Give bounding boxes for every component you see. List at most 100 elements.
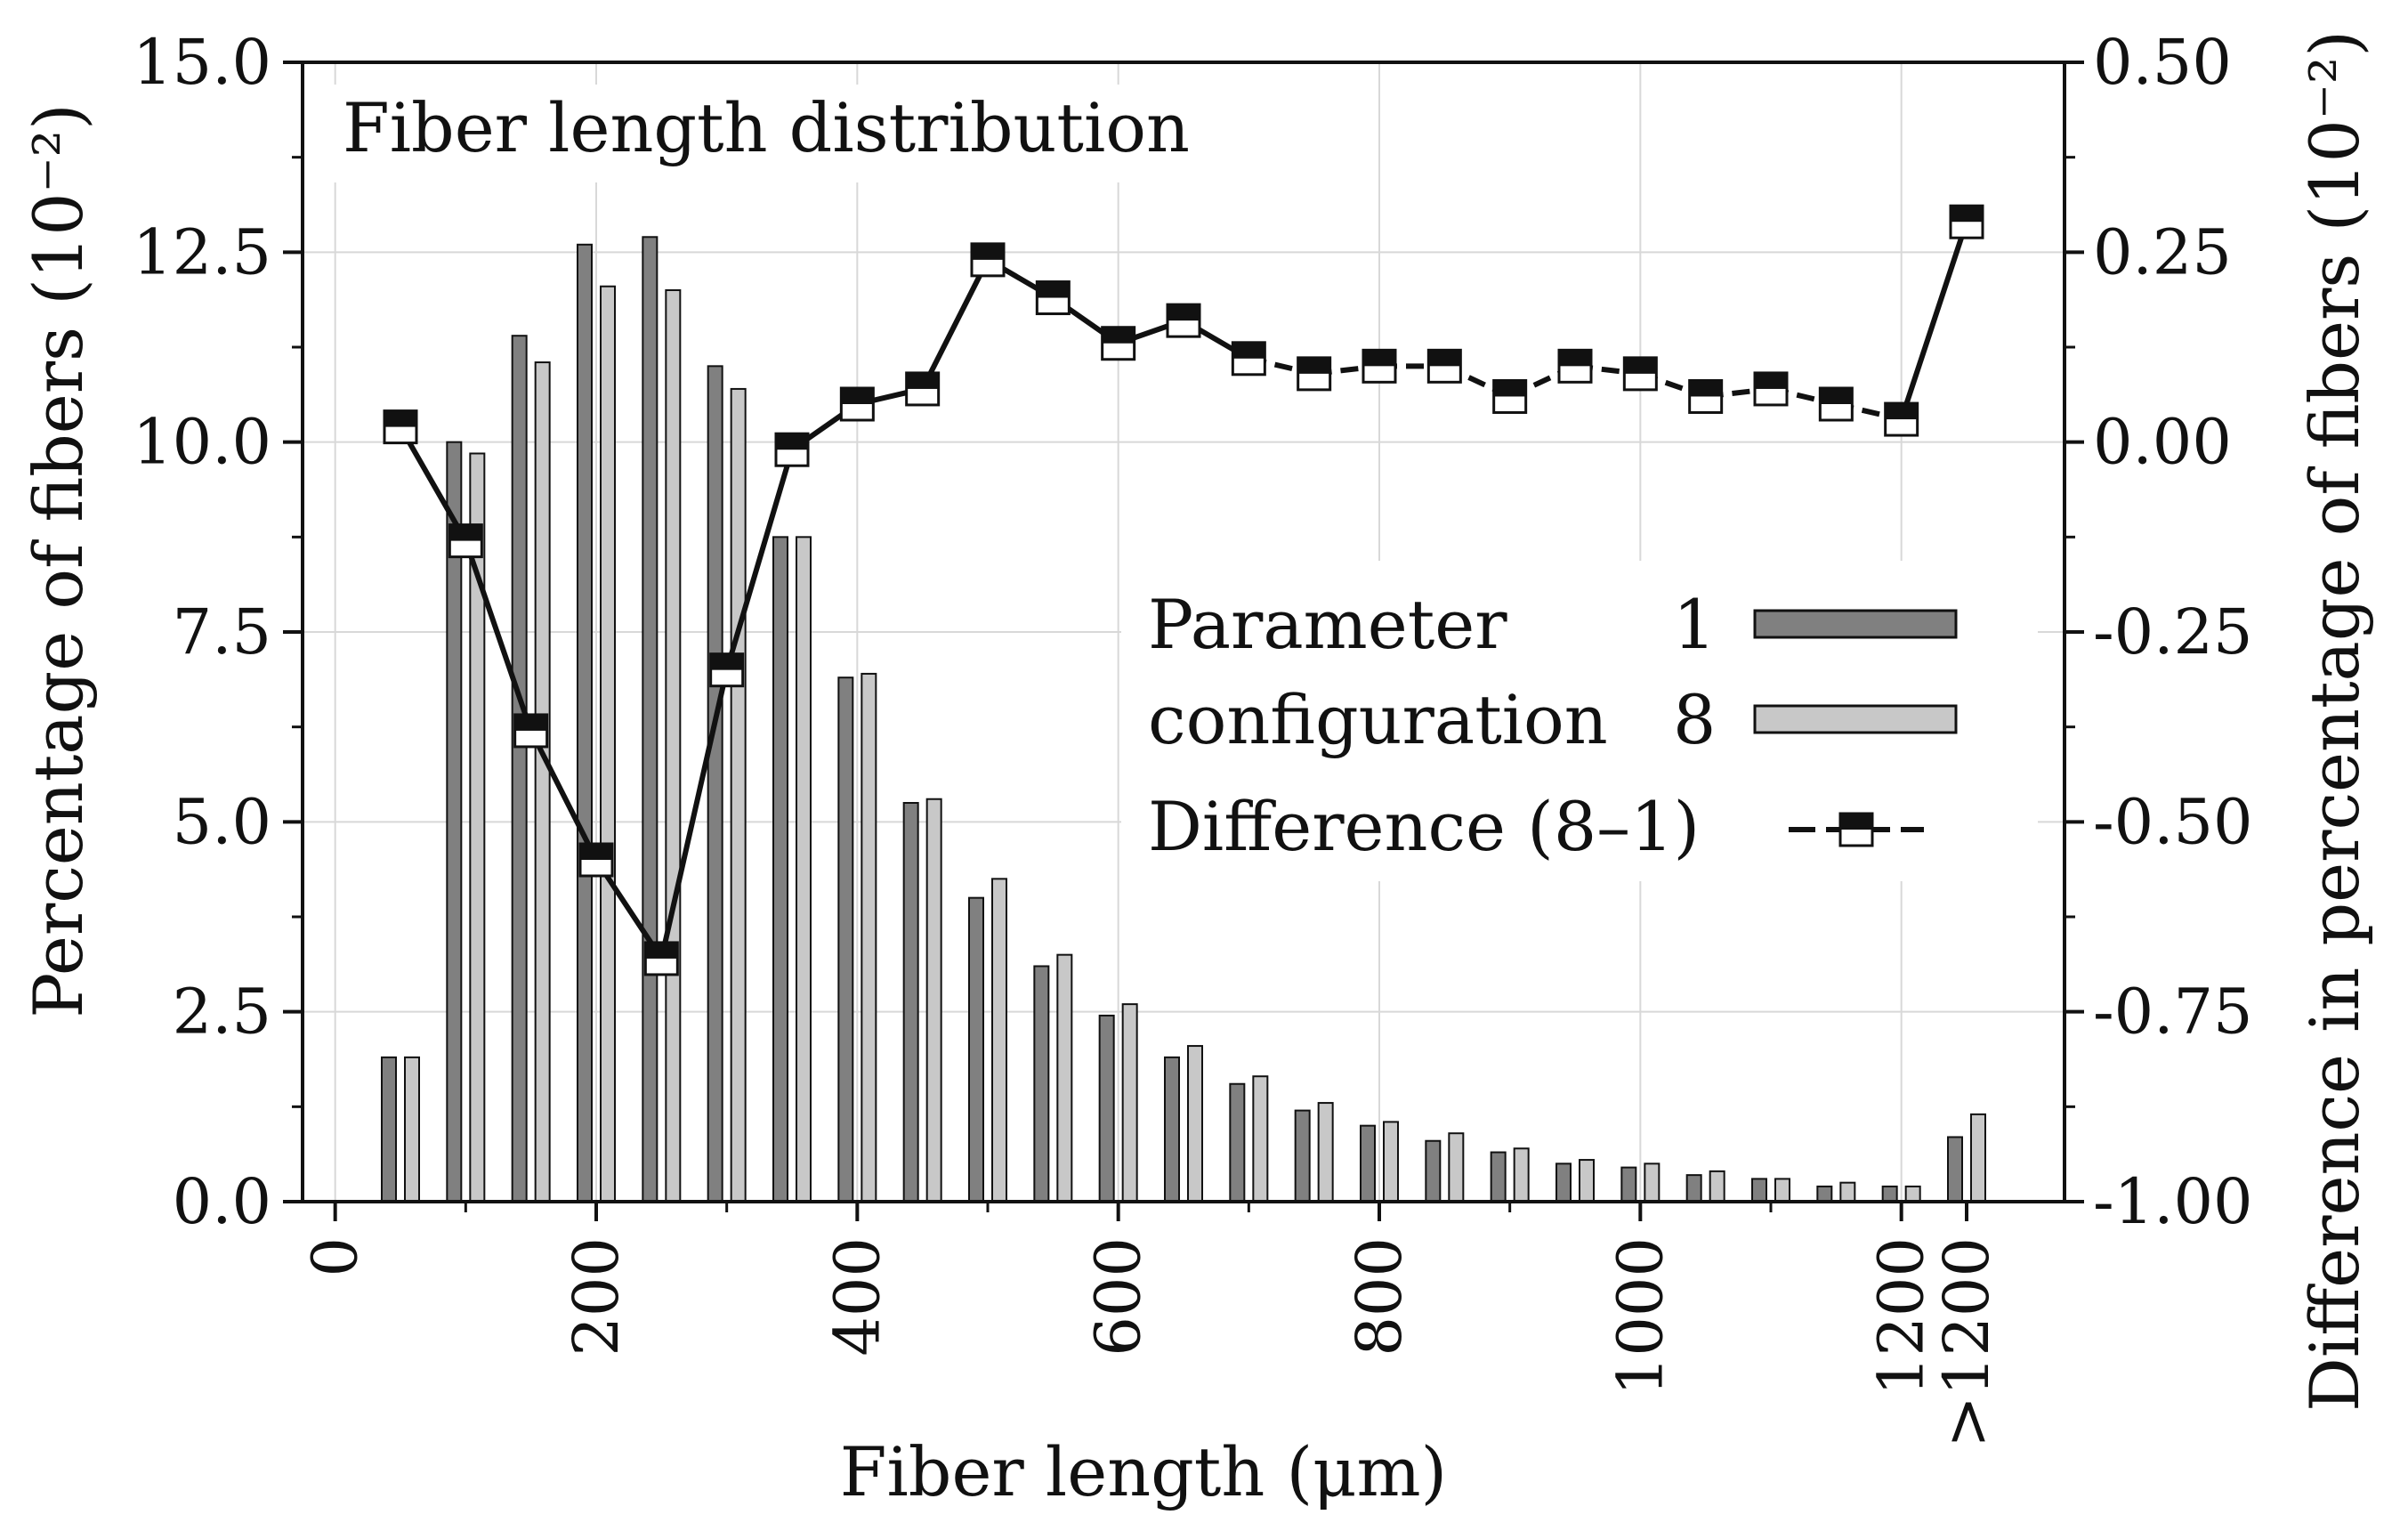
bar-8-850: [1448, 1132, 1465, 1203]
difference-point-1050: [1688, 378, 1724, 414]
difference-segment: [723, 449, 795, 671]
legend-label-series-1: 1: [1673, 585, 1716, 664]
bar-1-900: [1490, 1151, 1507, 1203]
marker-top: [580, 844, 612, 860]
x-tick-label: 1200: [1865, 1237, 1938, 1396]
difference-point-550: [1035, 280, 1071, 316]
difference-segment: [463, 539, 534, 732]
y-left-tick-label: 15.0: [133, 26, 271, 99]
marker-top: [776, 433, 808, 450]
bar-1-1200: [1881, 1185, 1898, 1203]
y-axis-title-left: Percentage of fibers (10⁻²): [19, 103, 98, 1018]
tick-labels: 0.0 2.5 5.0 7.5 10.0 12.5 15.0 -1.00 -0.75 -0.50 -…: [133, 26, 2252, 1448]
bar-1-750: [1294, 1109, 1311, 1203]
difference-segment: [919, 258, 990, 391]
difference-segment: [398, 425, 468, 543]
marker-top: [1755, 372, 1787, 389]
bar-8-750: [1317, 1102, 1334, 1203]
difference-point-650: [1166, 303, 1201, 338]
marker-top: [1624, 357, 1657, 374]
bar-1-1050: [1685, 1174, 1702, 1203]
marker-top: [1102, 327, 1135, 344]
x-tick-label: 600: [1082, 1237, 1155, 1357]
y-right-tick-label: -0.25: [2093, 595, 2253, 668]
y-right-tick-label: 0.00: [2093, 406, 2232, 479]
difference-point-700: [1231, 341, 1266, 377]
marker-top: [449, 524, 482, 541]
y-right-tick-label: 0.25: [2093, 215, 2232, 288]
difference-point-600: [1101, 326, 1136, 361]
title-background: [329, 85, 1228, 182]
bar-8-650: [1187, 1045, 1203, 1203]
bar-1-450: [902, 802, 919, 1203]
difference-point-100: [448, 523, 483, 559]
bar-1-1250: [1947, 1136, 1963, 1203]
bar-1-1150: [1816, 1185, 1833, 1203]
bar-1-400: [837, 676, 854, 1203]
bar-8-50: [404, 1056, 420, 1203]
marker-top: [710, 653, 743, 670]
legend-swatch-series-1: [1753, 609, 1958, 639]
bar-1-300: [707, 365, 723, 1203]
bar-1-200: [577, 243, 593, 1203]
bar-1-1000: [1620, 1166, 1637, 1203]
difference-point-1100: [1753, 371, 1789, 407]
marker-top: [645, 942, 678, 959]
x-tick-label: >1200: [1930, 1237, 2003, 1448]
bar-8-150: [534, 361, 551, 1203]
difference-point-200: [578, 842, 614, 878]
bar-8-1000: [1644, 1162, 1661, 1203]
bar-1-600: [1098, 1014, 1115, 1203]
marker-top: [1363, 350, 1395, 367]
difference-point-750: [1297, 356, 1332, 392]
difference-point-250: [643, 941, 679, 976]
y-left-tick-label: 10.0: [133, 406, 271, 479]
bar-1-150: [511, 335, 528, 1203]
difference-point-500: [970, 242, 1006, 278]
x-axis-title: Fiber length (μm): [840, 1432, 1447, 1511]
difference-point-900: [1492, 378, 1528, 414]
bar-1-950: [1556, 1162, 1572, 1203]
marker-top: [1559, 350, 1591, 367]
marker-top: [1689, 380, 1722, 397]
bar-8-1150: [1839, 1181, 1856, 1203]
bar-8-900: [1513, 1147, 1530, 1203]
bar-1-550: [1033, 965, 1050, 1203]
y-left-tick-label: 0.0: [173, 1165, 271, 1238]
bar-8-950: [1579, 1159, 1595, 1203]
bar-8-1200: [1904, 1185, 1921, 1203]
marker-top: [906, 372, 939, 389]
y-right-tick-label: -0.50: [2093, 785, 2253, 858]
difference-segment: [528, 729, 599, 862]
marker-top: [514, 714, 547, 731]
difference-point-400: [839, 386, 875, 422]
difference-series: [383, 204, 1984, 976]
difference-point-800: [1362, 348, 1397, 384]
difference-segment: [1898, 221, 1969, 421]
legend-group-label-2: configuration: [1148, 680, 1608, 759]
bar-1-850: [1425, 1139, 1442, 1203]
difference-point-50: [383, 409, 418, 445]
difference-point-950: [1557, 348, 1593, 384]
difference-point-450: [905, 371, 941, 407]
bar-8-250: [665, 289, 682, 1203]
bar-1-650: [1164, 1056, 1180, 1203]
legend: Parameter configuration 1 8 Difference (…: [1148, 585, 1958, 866]
bar-8-500: [991, 878, 1007, 1203]
legend-label-series-8: 8: [1673, 680, 1716, 759]
bar-8-700: [1252, 1075, 1269, 1203]
difference-point-1150: [1818, 386, 1854, 422]
marker-top: [384, 410, 416, 427]
difference-point-150: [513, 713, 549, 749]
chart-title: Fiber length distribution: [343, 88, 1190, 167]
bar-8-450: [925, 798, 942, 1203]
x-tick-label: 0: [299, 1237, 372, 1277]
marker-top: [1168, 304, 1200, 321]
bar-1-250: [642, 236, 659, 1203]
difference-point-350: [774, 432, 810, 467]
legend-swatch-series-8: [1753, 704, 1958, 734]
marker-top: [1037, 281, 1070, 298]
x-tick-label: 1000: [1604, 1237, 1677, 1396]
difference-segment: [659, 669, 730, 960]
